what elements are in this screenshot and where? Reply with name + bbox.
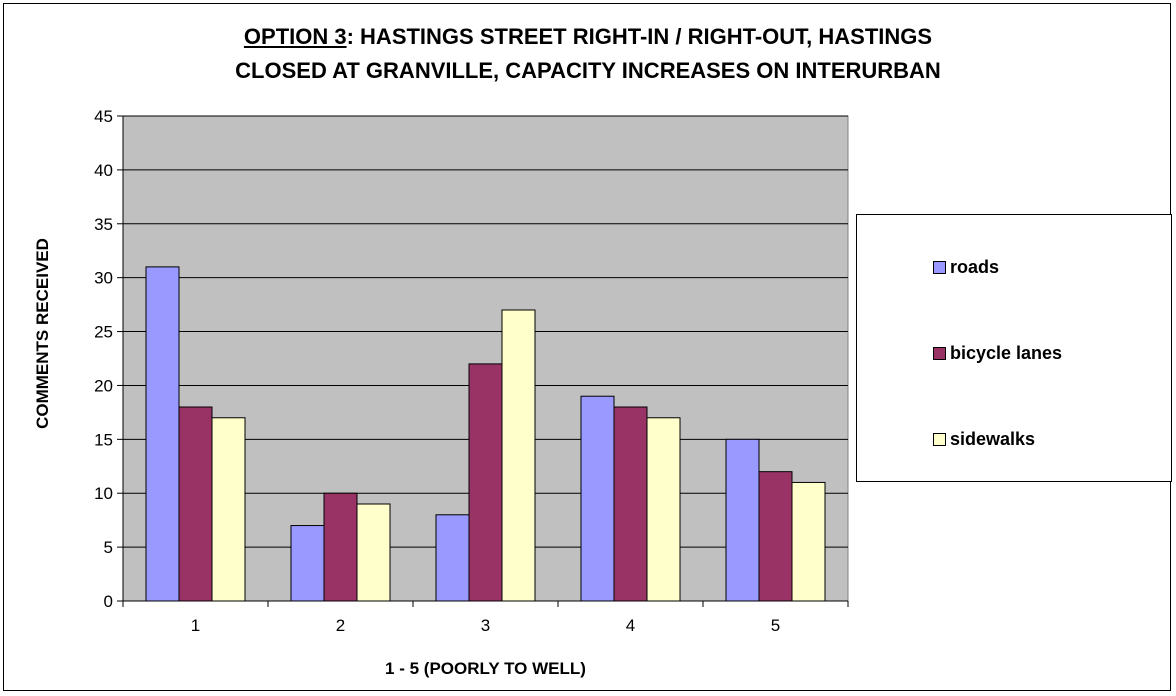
bar-roads-3 — [435, 514, 470, 602]
y-tick-label: 10 — [94, 484, 113, 503]
y-tick-label: 25 — [94, 323, 113, 342]
title-line1: : HASTINGS STREET RIGHT-IN / RIGHT-OUT, … — [346, 24, 933, 49]
bar-bicycle-lanes-1 — [178, 406, 213, 602]
legend-item-sidewalks: sidewalks — [933, 429, 1035, 450]
bar-bicycle-lanes-4 — [613, 406, 648, 602]
bar-sidewalks-2 — [356, 503, 391, 602]
bar-roads-2 — [290, 525, 325, 602]
bar-sidewalks-4 — [646, 417, 681, 602]
y-tick-label: 20 — [94, 376, 113, 395]
bar-sidewalks-5 — [791, 481, 826, 602]
bar-bicycle-lanes-2 — [323, 492, 358, 602]
x-tick-label: 3 — [481, 616, 490, 635]
y-tick-label: 35 — [94, 215, 113, 234]
x-tick-label: 5 — [771, 616, 780, 635]
legend: roads bicycle lanes sidewalks — [856, 214, 1172, 482]
legend-swatch-bicycle-lanes — [933, 347, 946, 360]
axes — [117, 115, 849, 607]
legend-swatch-sidewalks — [933, 433, 946, 446]
y-tick-label: 5 — [104, 538, 113, 557]
bars — [145, 266, 826, 602]
legend-label-sidewalks: sidewalks — [950, 429, 1036, 449]
x-tick-label: 4 — [626, 616, 635, 635]
y-tick-label: 15 — [94, 430, 113, 449]
x-tick-labels: 1 2 3 4 5 — [191, 616, 780, 635]
chart-title: OPTION 3: HASTINGS STREET RIGHT-IN / RIG… — [0, 20, 1176, 88]
bar-sidewalks-1 — [211, 417, 246, 602]
y-tick-label: 40 — [94, 161, 113, 180]
legend-item-bicycle-lanes: bicycle lanes — [933, 343, 1062, 364]
x-tick-label: 1 — [191, 616, 200, 635]
legend-swatch-roads — [933, 261, 946, 274]
bar-bicycle-lanes-3 — [468, 363, 503, 602]
bar-roads-5 — [725, 438, 760, 602]
legend-label-bicycle-lanes: bicycle lanes — [950, 343, 1063, 363]
y-tick-label: 30 — [94, 269, 113, 288]
title-line2: CLOSED AT GRANVILLE, CAPACITY INCREASES … — [235, 58, 941, 83]
y-axis-label: COMMENTS RECEIVED — [33, 238, 52, 429]
bar-bicycle-lanes-5 — [758, 471, 793, 602]
bar-roads-4 — [580, 395, 615, 602]
bar-sidewalks-3 — [501, 309, 536, 602]
legend-label-roads: roads — [950, 257, 1000, 277]
title-option-label: OPTION 3 — [243, 24, 347, 49]
y-tick-label: 0 — [104, 592, 113, 611]
y-tick-label: 45 — [94, 107, 113, 126]
x-axis-label: 1 - 5 (POORLY TO WELL) — [385, 659, 586, 678]
x-tick-label: 2 — [336, 616, 345, 635]
bar-roads-1 — [145, 266, 180, 602]
y-tick-labels: 0 5 10 15 20 25 30 35 40 45 — [94, 107, 113, 611]
legend-item-roads: roads — [933, 257, 999, 278]
